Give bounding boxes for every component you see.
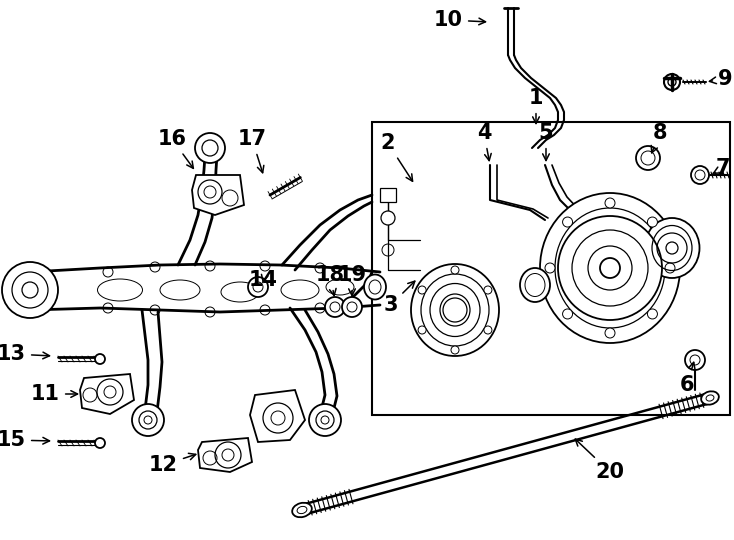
Text: 3: 3 — [383, 281, 415, 315]
Bar — [372, 122, 730, 415]
Circle shape — [562, 309, 573, 319]
Text: 13: 13 — [0, 344, 49, 364]
Ellipse shape — [292, 503, 312, 517]
Ellipse shape — [701, 392, 719, 404]
Circle shape — [2, 262, 58, 318]
Polygon shape — [380, 188, 396, 202]
Ellipse shape — [540, 193, 680, 343]
Text: 9: 9 — [710, 69, 733, 89]
Text: 12: 12 — [149, 453, 196, 475]
Text: 2: 2 — [380, 133, 413, 181]
Text: 18: 18 — [316, 265, 344, 295]
Circle shape — [484, 286, 492, 294]
Text: 8: 8 — [651, 123, 667, 153]
Circle shape — [95, 354, 105, 364]
Circle shape — [691, 166, 709, 184]
Text: 5: 5 — [539, 123, 553, 160]
Circle shape — [647, 309, 658, 319]
Circle shape — [309, 404, 341, 436]
Circle shape — [605, 328, 615, 338]
Text: 20: 20 — [575, 439, 625, 482]
Polygon shape — [80, 374, 134, 414]
Circle shape — [418, 286, 426, 294]
Circle shape — [132, 404, 164, 436]
Circle shape — [605, 198, 615, 208]
Text: 16: 16 — [158, 129, 193, 168]
Ellipse shape — [411, 264, 499, 356]
Text: 14: 14 — [249, 270, 278, 290]
Circle shape — [418, 326, 426, 334]
Text: 1: 1 — [528, 88, 543, 124]
Text: 10: 10 — [434, 10, 485, 30]
Circle shape — [558, 216, 662, 320]
Circle shape — [381, 211, 395, 225]
Circle shape — [484, 326, 492, 334]
Text: 19: 19 — [338, 265, 366, 295]
Circle shape — [665, 263, 675, 273]
Ellipse shape — [644, 218, 700, 278]
Circle shape — [325, 297, 345, 317]
Polygon shape — [250, 390, 305, 442]
Circle shape — [685, 350, 705, 370]
Circle shape — [248, 277, 268, 297]
Circle shape — [195, 133, 225, 163]
Circle shape — [451, 346, 459, 354]
Circle shape — [562, 217, 573, 227]
Circle shape — [342, 297, 362, 317]
Text: 15: 15 — [0, 430, 49, 450]
Circle shape — [545, 263, 555, 273]
Polygon shape — [198, 438, 252, 472]
Circle shape — [636, 146, 660, 170]
Text: 17: 17 — [238, 129, 266, 173]
Ellipse shape — [520, 268, 550, 302]
Text: 7: 7 — [713, 158, 730, 178]
Text: 11: 11 — [31, 384, 78, 404]
Ellipse shape — [364, 274, 386, 300]
Polygon shape — [192, 175, 244, 215]
Text: 6: 6 — [680, 362, 695, 395]
Circle shape — [95, 438, 105, 448]
Text: 4: 4 — [477, 123, 491, 160]
Circle shape — [451, 266, 459, 274]
Circle shape — [647, 217, 658, 227]
